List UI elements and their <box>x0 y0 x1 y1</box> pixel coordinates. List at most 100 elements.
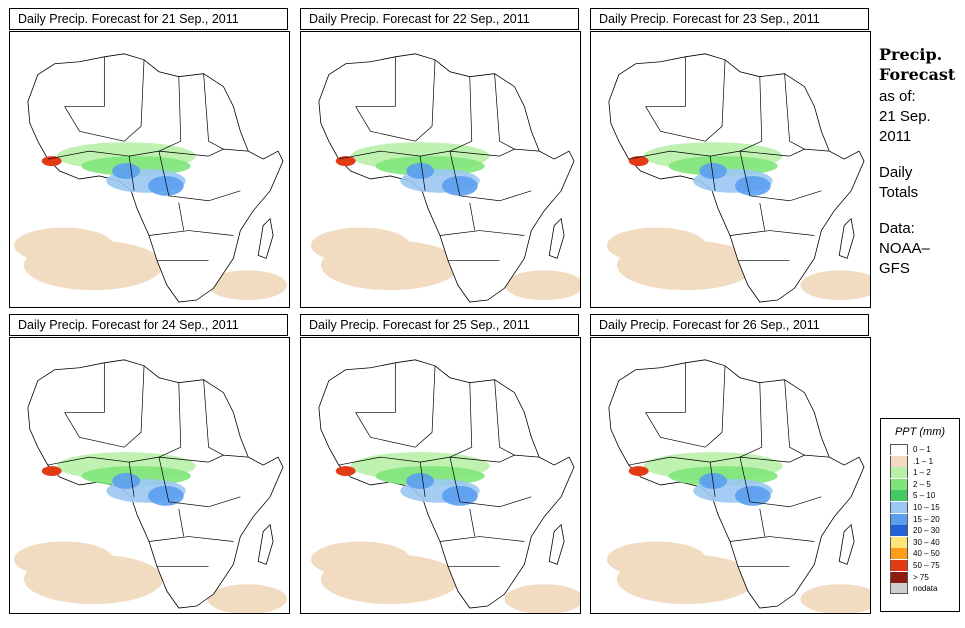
side-info: Precip. Forecast as of: 21 Sep. 2011 Dai… <box>879 45 963 279</box>
legend-label: 10 – 15 <box>913 502 940 512</box>
rain-area <box>406 163 435 179</box>
as-of-year: 2011 <box>879 128 912 145</box>
country-border <box>739 457 822 508</box>
country-border <box>178 508 185 537</box>
country-border <box>158 457 241 508</box>
country-border <box>158 76 182 152</box>
data-label: Data: <box>879 220 915 237</box>
country-border <box>784 73 805 150</box>
country-border <box>355 56 396 107</box>
legend-swatch <box>890 467 908 479</box>
panel-title: Daily Precip. Forecast for 25 Sep., 2011 <box>300 314 579 336</box>
heavy-rain-area <box>628 466 649 476</box>
country-border <box>47 456 209 466</box>
legend-swatch <box>890 501 908 513</box>
dry-area <box>207 584 287 613</box>
country-border <box>469 202 476 231</box>
country-border <box>739 382 763 458</box>
country-border <box>789 454 830 463</box>
totals-label: Totals <box>879 184 919 201</box>
legend-item: 15 – 20 <box>881 513 959 526</box>
panel-title: Daily Precip. Forecast for 22 Sep., 2011 <box>300 8 579 30</box>
rain-area <box>112 473 141 489</box>
heavy-rain-area <box>41 466 62 476</box>
legend-swatch <box>890 455 908 467</box>
country-border <box>759 202 766 231</box>
country-border <box>419 462 426 497</box>
country-border <box>439 536 525 542</box>
country-border <box>645 56 686 107</box>
legend-swatch <box>890 444 908 455</box>
legend-item: .1 – 1 <box>881 455 959 468</box>
legend-item: 1 – 2 <box>881 467 959 479</box>
dry-area <box>606 541 707 578</box>
country-border <box>499 148 540 157</box>
country-border <box>628 150 790 160</box>
country-border <box>64 106 125 142</box>
legend-item: 10 – 15 <box>881 501 959 514</box>
madagascar <box>548 523 565 565</box>
dry-area <box>800 270 870 301</box>
country-border <box>449 457 532 508</box>
dry-area <box>13 227 114 264</box>
country-border <box>208 148 249 157</box>
legend-label: 15 – 20 <box>913 514 940 524</box>
legend-label: 1 – 2 <box>913 468 931 478</box>
country-border <box>449 76 473 152</box>
country-border <box>729 230 815 236</box>
madagascar <box>548 217 565 259</box>
legend-label: > 75 <box>913 572 929 582</box>
legend-label: nodata <box>913 584 938 594</box>
panel-title: Daily Precip. Forecast for 24 Sep., 2011 <box>9 314 288 336</box>
africa-map <box>13 359 287 613</box>
panel-title: Daily Precip. Forecast for 21 Sep., 2011 <box>9 8 288 30</box>
country-border <box>414 59 436 142</box>
africa-map <box>310 359 580 613</box>
rain-area <box>148 175 184 196</box>
dry-area <box>310 227 411 264</box>
rain-area <box>112 163 141 179</box>
legend-item: 2 – 5 <box>881 478 959 491</box>
country-border <box>148 536 234 542</box>
dry-area <box>207 270 287 301</box>
country-border <box>645 106 706 142</box>
country-border <box>645 362 686 413</box>
africa-map <box>310 53 580 303</box>
as-of-label: as of: <box>879 88 916 105</box>
country-border <box>128 156 135 191</box>
country-border <box>47 150 209 160</box>
legend-item: 20 – 30 <box>881 525 959 537</box>
legend-item: 0 – 1 <box>881 444 959 456</box>
country-border <box>494 379 515 456</box>
dry-area <box>310 541 411 578</box>
precip-map <box>300 31 581 308</box>
africa-map <box>13 53 287 303</box>
panel-title: Daily Precip. Forecast for 26 Sep., 2011 <box>590 314 869 336</box>
country-border <box>158 151 241 202</box>
dry-area <box>606 227 707 264</box>
legend-item: 40 – 50 <box>881 548 959 560</box>
country-border <box>203 379 224 456</box>
country-border <box>739 76 763 152</box>
africa-map <box>606 359 870 613</box>
country-border <box>709 462 716 497</box>
madagascar <box>257 523 274 565</box>
precip-map <box>300 337 581 614</box>
country-border <box>355 412 416 448</box>
data-source-line1: NOAA– <box>879 240 930 257</box>
legend-item: nodata <box>881 583 959 595</box>
country-border <box>739 151 822 202</box>
legend-swatch <box>890 583 908 595</box>
legend-swatch <box>890 559 908 571</box>
legend-item: 50 – 75 <box>881 559 959 572</box>
country-border <box>419 156 426 191</box>
country-border <box>414 365 436 448</box>
dry-area <box>504 584 580 613</box>
country-border <box>203 73 224 150</box>
data-source-line2: GFS <box>879 260 910 277</box>
legend-swatch <box>890 478 908 490</box>
legend-swatch <box>890 525 908 537</box>
legend-swatch <box>890 513 908 525</box>
